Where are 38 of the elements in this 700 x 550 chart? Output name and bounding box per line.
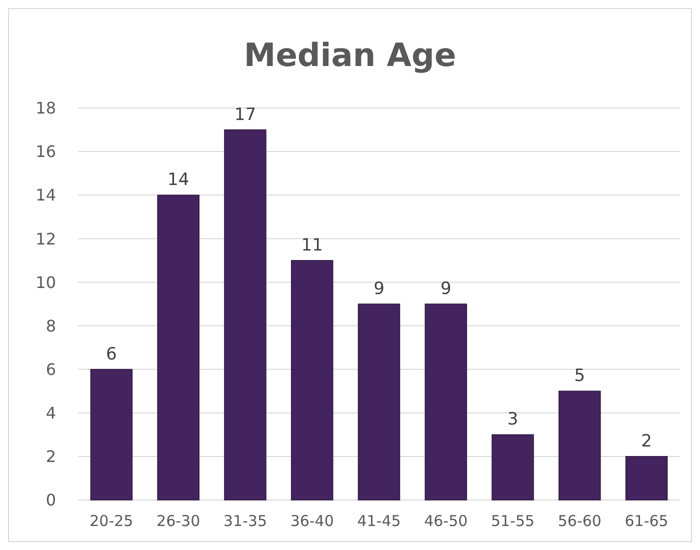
data-label: 2 — [641, 431, 652, 452]
y-tick-label: 14 — [36, 186, 56, 205]
y-tick-label: 0 — [46, 490, 56, 510]
data-label: 11 — [301, 235, 323, 256]
x-tick-label: 41-45 — [357, 512, 401, 530]
bar — [90, 368, 133, 500]
data-label: 9 — [374, 279, 384, 299]
bar — [157, 194, 200, 500]
y-tick-label: 16 — [36, 142, 56, 162]
y-tick-label: 6 — [46, 360, 56, 379]
x-tick-label: 31-35 — [223, 512, 268, 530]
bar — [424, 304, 468, 500]
x-tick-label: 20-25 — [90, 512, 134, 530]
data-label: 14 — [168, 170, 190, 190]
bar — [492, 434, 534, 500]
x-tick-label: 51-55 — [490, 512, 535, 530]
y-tick-label: 8 — [46, 316, 56, 336]
bar — [224, 129, 266, 500]
y-tick-label: 12 — [36, 229, 56, 248]
bar — [358, 304, 400, 500]
bar — [625, 456, 668, 500]
data-label: 6 — [106, 344, 117, 364]
y-tick-label: 4 — [46, 403, 56, 422]
y-tick-label: 10 — [36, 272, 56, 292]
y-tick-label: 2 — [46, 447, 56, 466]
x-tick-label: 61-65 — [624, 512, 668, 530]
x-tick-label: 26-30 — [156, 512, 200, 530]
data-label: 5 — [574, 366, 586, 386]
bar — [558, 390, 601, 500]
x-tick-label: 46-50 — [424, 512, 468, 530]
y-tick-label: 18 — [36, 98, 56, 118]
data-label: 17 — [234, 104, 256, 125]
data-label: 9 — [440, 279, 452, 299]
chart-title: Median Age — [244, 36, 456, 74]
x-tick-label: 56-60 — [558, 512, 602, 530]
bar — [290, 260, 334, 500]
x-tick-label: 36-40 — [290, 512, 334, 530]
data-label: 3 — [507, 410, 518, 430]
